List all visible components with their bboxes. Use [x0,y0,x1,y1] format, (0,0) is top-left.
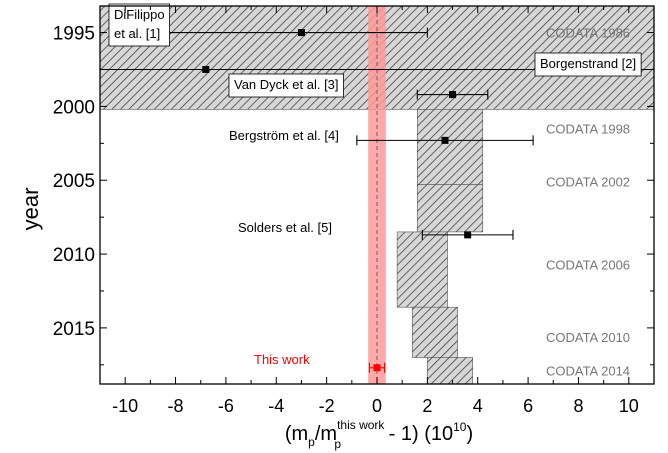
x-axis-label: (mp/mthis work p - 1) (1010) [285,418,473,451]
codata-label: CODATA 2006 [546,257,630,272]
codata-band [416,184,484,233]
this-work-band [368,6,386,384]
data-point [297,29,305,37]
measurement-label: Bergström et al. [4] [229,128,339,143]
data-point [449,91,457,99]
x-tick-label: -8 [168,396,184,416]
measurement-labels: DiFilippo et al. [1] Borgenstrand [2] Van D… [108,3,642,367]
x-tick-label: 8 [573,396,583,416]
x-tick-label: -2 [319,396,335,416]
measurement-label: This work [254,352,310,367]
measurement-label: Solders et al. [5] [238,220,332,235]
codata-band [396,231,448,308]
codata-labels: CODATA 1986 CODATA 1998 CODATA 2002 CODATA … [546,26,630,379]
axis-ticks [100,6,654,384]
measurement-label-text: DiFilippo [114,7,165,22]
y-tick-label: 2010 [53,245,95,266]
codata-label: CODATA 1998 [546,122,630,137]
y-tick-label: 2015 [53,319,95,340]
measurement-label-text: et al. [1] [114,26,160,41]
x-tick-label: -10 [112,396,138,416]
data-point [464,231,472,239]
measurement-label-text: This work [254,352,310,367]
measurement-label-text: Solders et al. [5] [238,220,332,235]
codata-label: CODATA 1986 [546,26,630,41]
x-tick-label: -4 [268,396,284,416]
data-point [441,136,449,144]
y-tick-label: 2000 [53,97,95,118]
y-tick-label: 2005 [53,171,95,192]
codata-band [411,306,458,358]
measurement-label-text: Van Dyck et al. [3] [234,77,339,92]
measurement-label-text: Borgenstrand [2] [540,56,636,71]
codata-label: CODATA 2010 [546,330,630,345]
x-tick-label: 4 [473,396,483,416]
measurement-label: Borgenstrand [2] [534,52,642,77]
data-point [373,364,381,372]
x-tick-label: 10 [619,396,639,416]
y-tick-label: 1995 [53,24,95,45]
measurement-label: DiFilippo et al. [1] [108,3,170,47]
data-point [202,65,210,73]
x-tick-label: 2 [422,396,432,416]
codata-label: CODATA 2014 [546,364,630,379]
measurement-label-box [228,73,344,98]
measurement-label-box [108,3,170,47]
measurement-label-text: Bergström et al. [4] [229,128,339,143]
x-tick-label: 6 [523,396,533,416]
codata-band [416,109,484,185]
codata-label: CODATA 2002 [546,175,630,190]
measurement-label-box [534,52,642,77]
y-axis-label: year [18,188,43,231]
x-tick-label: -6 [218,396,234,416]
tick-labels: -10 -8 -6 -4 -2 0 2 4 6 8 10 1995 2000 2005 2010 2015 [53,24,639,416]
x-tick-label: 0 [372,396,382,416]
codata-band [427,357,473,384]
measurement-label: Van Dyck et al. [3] [228,73,344,98]
